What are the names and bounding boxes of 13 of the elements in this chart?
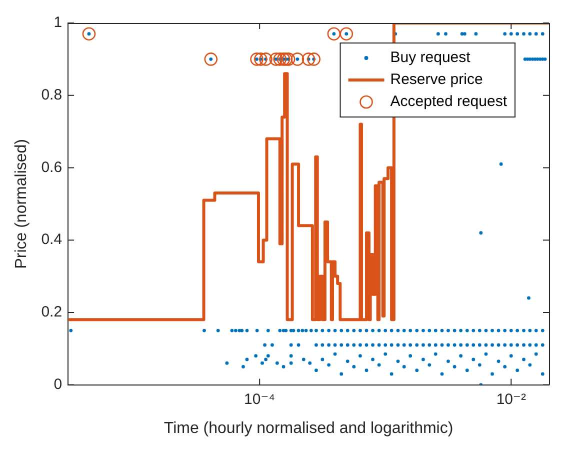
y-tick-label: 0.6 [41, 158, 62, 176]
legend-label: Reserve price [390, 71, 483, 88]
legend-label: Accepted request [390, 93, 508, 110]
x-tick-label: 10⁻² [496, 390, 526, 408]
y-tick-label: 0.2 [41, 304, 62, 321]
y-tick-label: 0.8 [41, 86, 62, 104]
y-tick-label: 1 [54, 14, 62, 32]
y-tick-label: 0.4 [41, 231, 62, 248]
y-tick-label: 0 [54, 376, 62, 393]
y-axis-title: Price (normalised) [13, 138, 30, 269]
x-tick-label: 10⁻⁴ [244, 390, 276, 408]
x-axis-title: Time (hourly normalised and logarithmic) [164, 420, 454, 437]
legend-label: Buy request [390, 49, 472, 66]
